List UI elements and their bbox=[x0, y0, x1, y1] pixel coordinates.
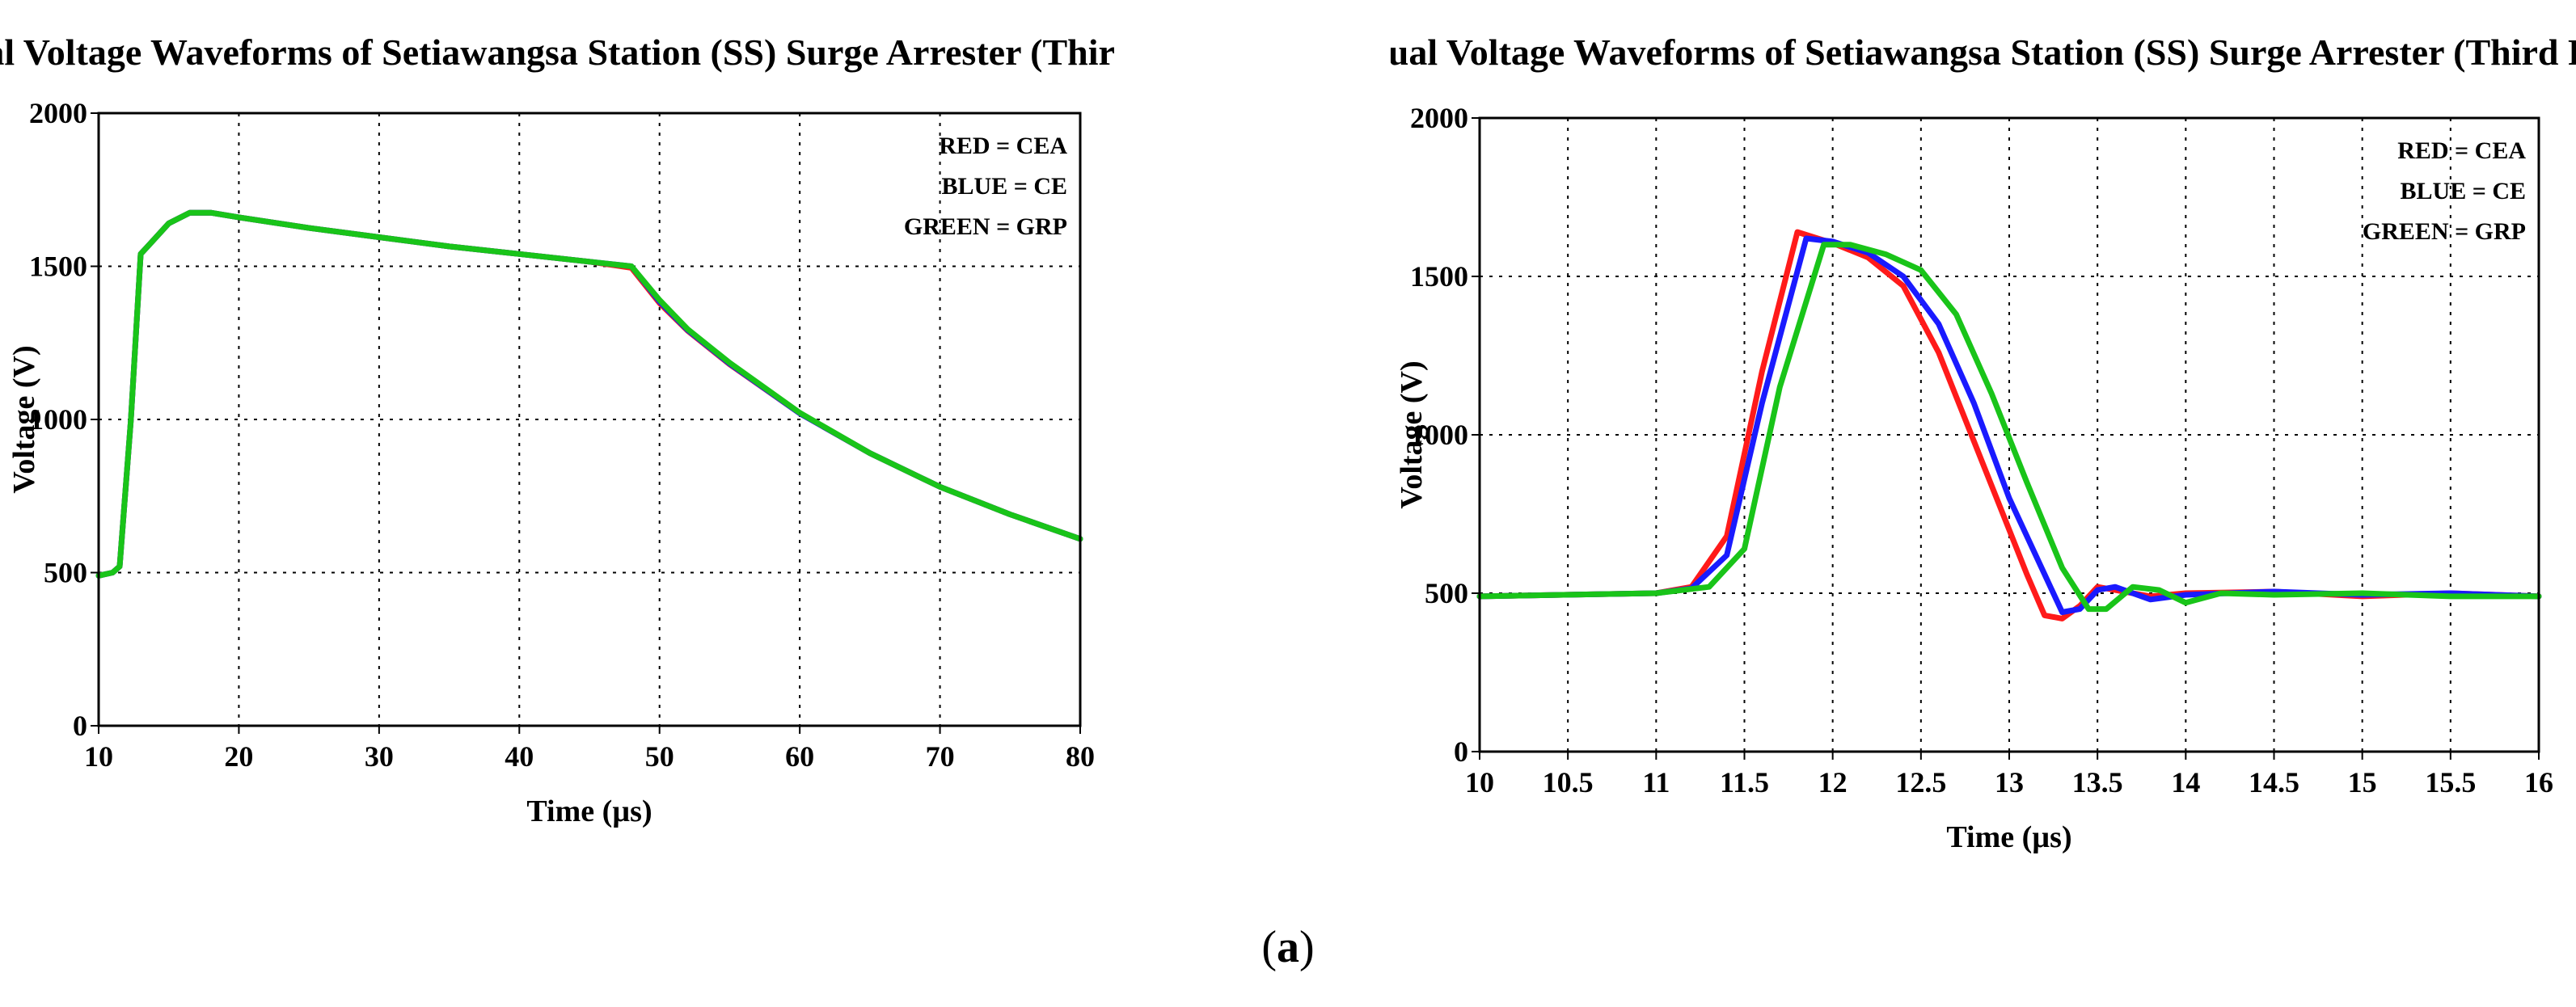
left-y-tick-label: 0 bbox=[73, 710, 87, 742]
figure-caption: (a) bbox=[0, 921, 2576, 973]
left-x-tick-label: 30 bbox=[365, 740, 394, 773]
left-x-tick-label: 20 bbox=[224, 740, 253, 773]
right-x-tick-label: 11 bbox=[1642, 766, 1670, 798]
left-legend-entry: RED = CEA bbox=[939, 133, 1067, 159]
left-y-axis-label: Voltage (V) bbox=[7, 345, 41, 493]
left-x-tick-label: 80 bbox=[1066, 740, 1095, 773]
left-legend-entry: BLUE = CE bbox=[942, 173, 1067, 200]
left-x-tick-label: 50 bbox=[645, 740, 674, 773]
right-chart-title: Residual Voltage Waveforms of Setiawangs… bbox=[1391, 32, 2576, 73]
right-x-tick-label: 14 bbox=[2171, 766, 2200, 798]
left-x-tick-label: 60 bbox=[785, 740, 814, 773]
right-x-tick-label: 15 bbox=[2348, 766, 2377, 798]
right-y-tick-label: 0 bbox=[1454, 735, 1468, 768]
right-x-tick-label: 10 bbox=[1465, 766, 1494, 798]
right-legend-entry: RED = CEA bbox=[2397, 137, 2526, 164]
left-x-tick-label: 40 bbox=[505, 740, 534, 773]
right-series-red bbox=[1476, 229, 2542, 621]
right-x-tick-label: 12.5 bbox=[1895, 766, 1946, 798]
caption-close-paren: ) bbox=[1299, 922, 1315, 972]
chart-left-svg: Residual Voltage Waveforms of Setiawangs… bbox=[0, 32, 1116, 828]
right-x-tick-label: 15.5 bbox=[2425, 766, 2476, 798]
left-legend-entry: GREEN = GRP bbox=[904, 213, 1067, 240]
left-y-tick-label: 1500 bbox=[29, 251, 87, 283]
left-series-blue bbox=[95, 209, 1083, 579]
left-y-tick-label: 2000 bbox=[29, 97, 87, 129]
left-x-tick-label: 10 bbox=[84, 740, 113, 773]
right-y-axis-label: Voltage (V) bbox=[1395, 360, 1429, 508]
right-x-tick-label: 10.5 bbox=[1543, 766, 1594, 798]
right-legend-entry: BLUE = CE bbox=[2401, 178, 2526, 204]
right-y-tick-label: 500 bbox=[1425, 577, 1468, 609]
right-x-axis-label: Time (µs) bbox=[1946, 820, 2071, 854]
right-x-tick-label: 13.5 bbox=[2072, 766, 2123, 798]
chart-right-svg: Residual Voltage Waveforms of Setiawangs… bbox=[1391, 32, 2576, 854]
right-y-tick-label: 1000 bbox=[1410, 419, 1468, 451]
right-y-tick-label: 2000 bbox=[1410, 102, 1468, 134]
caption-letter: a bbox=[1277, 922, 1299, 972]
left-chart-title: Residual Voltage Waveforms of Setiawangs… bbox=[0, 32, 1116, 73]
left-x-tick-label: 70 bbox=[926, 740, 955, 773]
chart-left: Residual Voltage Waveforms of Setiawangs… bbox=[0, 0, 1116, 929]
right-y-tick-label: 1500 bbox=[1410, 260, 1468, 293]
left-y-tick-label: 500 bbox=[44, 557, 87, 589]
right-x-tick-label: 13 bbox=[1995, 766, 2024, 798]
left-series-red bbox=[95, 209, 1083, 579]
left-x-axis-label: Time (µs) bbox=[526, 794, 652, 828]
right-x-tick-label: 16 bbox=[2524, 766, 2553, 798]
caption-open-paren: ( bbox=[1261, 922, 1277, 972]
right-x-tick-label: 12 bbox=[1818, 766, 1848, 798]
left-series-green bbox=[95, 209, 1083, 579]
right-x-tick-label: 14.5 bbox=[2249, 766, 2299, 798]
chart-right: Residual Voltage Waveforms of Setiawangs… bbox=[1391, 0, 2576, 929]
right-legend-entry: GREEN = GRP bbox=[2363, 218, 2526, 245]
right-series-green bbox=[1476, 242, 2542, 613]
right-x-tick-label: 11.5 bbox=[1720, 766, 1769, 798]
left-y-tick-label: 1000 bbox=[29, 403, 87, 436]
